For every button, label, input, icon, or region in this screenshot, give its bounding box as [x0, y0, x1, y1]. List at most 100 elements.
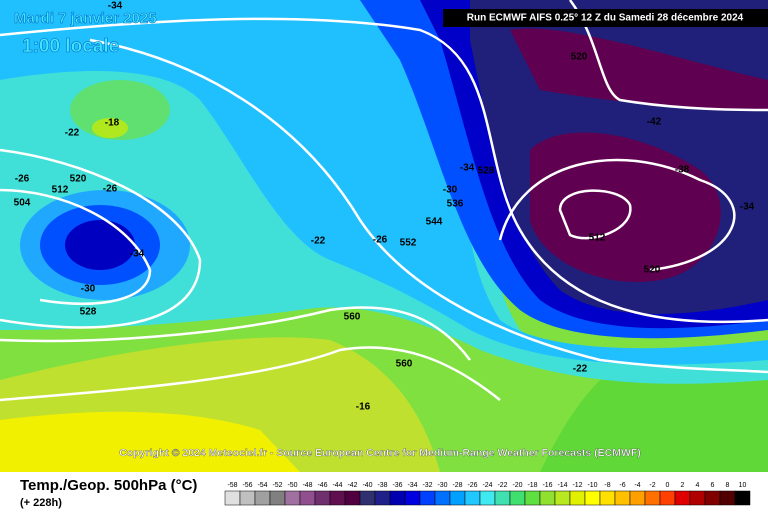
- contour-label: -34: [108, 1, 123, 12]
- legend-tick: -28: [452, 482, 462, 489]
- contour-label: -26: [373, 235, 388, 246]
- legend-tick: -14: [557, 482, 567, 489]
- contour: [0, 148, 202, 329]
- contour-label: 528: [478, 166, 495, 177]
- legend-tick: -46: [317, 482, 327, 489]
- contour: [498, 158, 736, 272]
- legend-swatch: [659, 490, 676, 506]
- legend-tick: -58: [227, 482, 237, 489]
- legend-swatch: [644, 490, 661, 506]
- legend-tick: -32: [422, 482, 432, 489]
- contour-label: 512: [589, 233, 606, 244]
- contour-label: -22: [573, 364, 588, 375]
- contour: [558, 189, 632, 240]
- legend-tick: -6: [619, 482, 625, 489]
- legend-tick: -4: [634, 482, 640, 489]
- field-purple-north: [510, 28, 768, 110]
- legend-swatch: [359, 490, 376, 506]
- legend-swatch: [494, 490, 511, 506]
- contour-label: -38: [675, 165, 690, 176]
- legend-swatch: [449, 490, 466, 506]
- legend-tick: -34: [407, 482, 417, 489]
- legend-tick: -42: [347, 482, 357, 489]
- contour-label: -30: [443, 185, 458, 196]
- contour: [0, 188, 152, 305]
- contour-label: 536: [447, 199, 464, 210]
- legend-swatch: [344, 490, 361, 506]
- contour-label: -34: [740, 202, 755, 213]
- legend-swatch: [404, 490, 421, 506]
- legend-swatch: [539, 490, 556, 506]
- legend-tick: -36: [392, 482, 402, 489]
- contour-label: 520: [571, 52, 588, 63]
- legend-swatch: [614, 490, 631, 506]
- run-banner: [443, 9, 768, 27]
- legend-tick: -26: [467, 482, 477, 489]
- field-lightblue: [0, 0, 768, 365]
- legend-swatch: [329, 490, 346, 506]
- legend-tick: 6: [711, 482, 715, 489]
- legend-swatch: [239, 490, 256, 506]
- contour-label: -34: [460, 163, 475, 174]
- legend-swatch: [734, 490, 751, 506]
- legend-swatch: [524, 490, 541, 506]
- legend-swatch: [464, 490, 481, 506]
- copyright: Copyright © 2024 Meteociel.fr - Source E…: [119, 447, 641, 459]
- contour: [0, 346, 501, 402]
- contour-label: 504: [14, 198, 31, 209]
- legend-swatch: [269, 490, 286, 506]
- legend-swatch: [224, 490, 241, 506]
- contour-label: -22: [311, 236, 326, 247]
- legend-swatch: [479, 490, 496, 506]
- contour-label: 560: [344, 312, 361, 323]
- contour-label: 520: [644, 265, 661, 276]
- legend-tick: -54: [257, 482, 267, 489]
- forecast-time: 1:00 locale: [22, 36, 119, 57]
- contour-label: 512: [52, 185, 69, 196]
- contour-label: 552: [400, 238, 417, 249]
- legend-tick: 10: [739, 482, 747, 489]
- run-info: Run ECMWF AIFS 0.25° 12 Z du Samedi 28 d…: [467, 13, 744, 24]
- legend-tick: 2: [681, 482, 685, 489]
- contour: [568, 0, 768, 112]
- contour-label: -22: [65, 128, 80, 139]
- contour: [89, 38, 768, 374]
- legend-swatch: [629, 490, 646, 506]
- contour-label: 528: [80, 307, 97, 318]
- legend-tick: -10: [587, 482, 597, 489]
- contour-label: 520: [70, 174, 87, 185]
- field-warmer: [0, 411, 300, 472]
- contour-label: -26: [15, 174, 30, 185]
- legend-swatch: [254, 490, 271, 506]
- legend-tick: -48: [302, 482, 312, 489]
- parameter: Temp./Geop. 500hPa (°C): [20, 477, 197, 494]
- legend-tick: -38: [377, 482, 387, 489]
- legend-swatch: [314, 490, 331, 506]
- legend-tick: -30: [437, 482, 447, 489]
- legend-swatch: [299, 490, 316, 506]
- legend-tick: -50: [287, 482, 297, 489]
- legend-tick: 8: [726, 482, 730, 489]
- field-mild: [540, 370, 768, 472]
- legend-swatch: [554, 490, 571, 506]
- legend-swatch: [509, 490, 526, 506]
- field-low-core: [65, 220, 135, 270]
- legend-tick: 0: [666, 482, 670, 489]
- legend-tick: -20: [512, 482, 522, 489]
- legend-tick: -40: [362, 482, 372, 489]
- legend-swatch: [674, 490, 691, 506]
- contour: [0, 306, 471, 361]
- contour: [0, 17, 768, 324]
- legend-tick: -22: [497, 482, 507, 489]
- legend-swatch: [374, 490, 391, 506]
- legend-swatch: [719, 490, 736, 506]
- legend-swatch: [584, 490, 601, 506]
- contour-label: -26: [103, 184, 118, 195]
- legend-tick: -52: [272, 482, 282, 489]
- field-greenland-core: [92, 118, 128, 138]
- contour-label: -42: [647, 117, 662, 128]
- legend-tick: -12: [572, 482, 582, 489]
- legend-swatch: [599, 490, 616, 506]
- contour-label: -34: [130, 249, 145, 260]
- legend-tick: -2: [649, 482, 655, 489]
